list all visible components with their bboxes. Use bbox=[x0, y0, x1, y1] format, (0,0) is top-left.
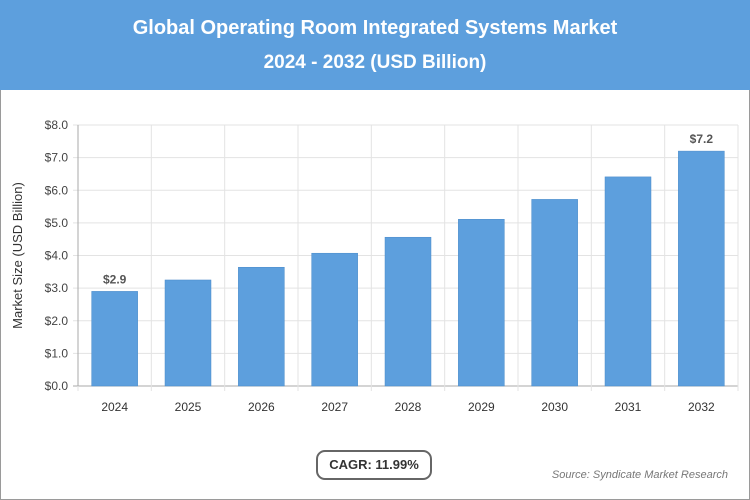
x-tick-label: 2032 bbox=[688, 400, 715, 414]
chart-title: Global Operating Room Integrated Systems… bbox=[132, 17, 618, 39]
bar-2032 bbox=[678, 150, 725, 387]
source-note: Source: Syndicate Market Research bbox=[551, 469, 728, 481]
x-tick-label: 2025 bbox=[175, 400, 202, 414]
x-tick-label: 2031 bbox=[615, 400, 642, 414]
bar-2029 bbox=[458, 219, 505, 387]
y-tick-label: $3.0 bbox=[45, 281, 69, 295]
chart-subtitle: 2024 - 2032 (USD Billion) bbox=[263, 52, 487, 73]
x-tick-label: 2029 bbox=[468, 400, 495, 414]
bar-2024 bbox=[91, 291, 138, 387]
y-tick-label: $0.0 bbox=[45, 379, 69, 393]
y-tick-label: $6.0 bbox=[45, 183, 69, 197]
y-tick-label: $5.0 bbox=[45, 216, 69, 230]
cagr-badge: CAGR: 11.99% bbox=[316, 450, 432, 480]
y-tick-label: $7.0 bbox=[45, 151, 69, 165]
x-tick-label: 2030 bbox=[541, 400, 568, 414]
bar-2031 bbox=[604, 176, 652, 387]
y-tick-label: $2.0 bbox=[45, 314, 69, 328]
data-label: $2.9 bbox=[103, 272, 127, 286]
x-tick-label: 2028 bbox=[395, 400, 422, 414]
y-tick-label: $1.0 bbox=[45, 346, 69, 360]
data-label: $7.2 bbox=[690, 132, 714, 146]
chart-header: Global Operating Room Integrated Systems… bbox=[0, 0, 750, 90]
x-tick-label: 2027 bbox=[321, 400, 348, 414]
y-tick-label: $8.0 bbox=[45, 118, 69, 132]
bar-2027 bbox=[311, 252, 358, 387]
x-tick-label: 2026 bbox=[248, 400, 275, 414]
bar-2025 bbox=[164, 279, 212, 387]
bar-2030 bbox=[531, 199, 578, 387]
y-tick-label: $4.0 bbox=[45, 249, 69, 263]
y-axis-title: Market Size (USD Billion) bbox=[10, 182, 25, 329]
bar-2028 bbox=[384, 236, 432, 387]
bar-2026 bbox=[238, 266, 285, 387]
x-tick-label: 2024 bbox=[101, 400, 128, 414]
